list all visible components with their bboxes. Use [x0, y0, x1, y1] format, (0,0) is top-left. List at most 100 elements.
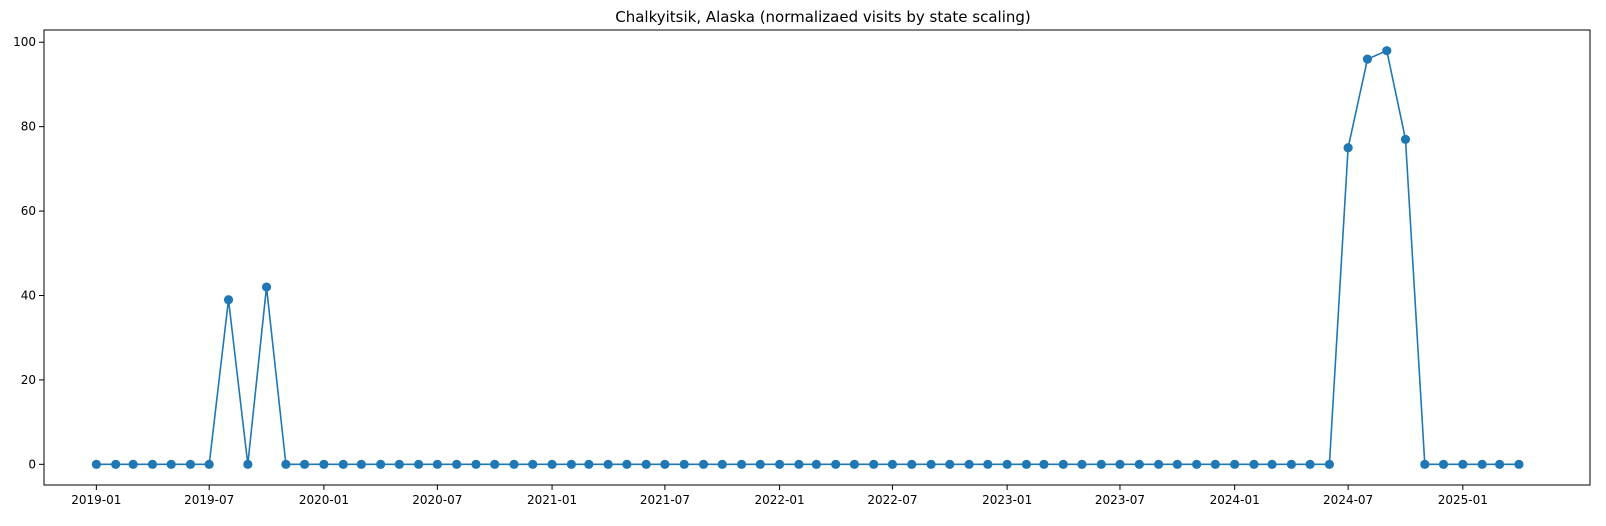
data-point: [1514, 459, 1524, 469]
x-tick-label: 2022-07: [867, 493, 917, 507]
data-point: [1495, 459, 1505, 469]
data-point: [319, 459, 329, 469]
x-tick-label: 2019-01: [71, 493, 121, 507]
data-point: [509, 459, 519, 469]
data-point: [584, 459, 594, 469]
data-point: [432, 459, 442, 469]
y-tick-label: 40: [21, 288, 36, 302]
x-tick-label: 2023-07: [1095, 493, 1145, 507]
data-point: [849, 459, 860, 469]
data-point: [566, 459, 576, 469]
x-tick-label: 2020-01: [299, 493, 349, 507]
y-tick-label: 100: [13, 35, 36, 49]
data-point: [356, 459, 366, 469]
data-point: [641, 459, 651, 469]
data-point: [926, 459, 936, 469]
x-tick-label: 2021-01: [527, 493, 577, 507]
data-point: [299, 459, 310, 469]
data-point: [717, 459, 727, 469]
series-line: [96, 49, 1519, 466]
data-point: [907, 459, 917, 469]
data-point: [1154, 459, 1164, 469]
data-points: [91, 46, 1524, 469]
data-point: [774, 459, 785, 469]
data-point: [622, 459, 632, 469]
data-point: [490, 459, 500, 469]
data-point: [1096, 459, 1106, 469]
data-point: [869, 459, 879, 469]
y-tick-label: 80: [21, 120, 36, 134]
data-point: [261, 282, 272, 292]
y-tick-label: 60: [21, 204, 36, 218]
data-point: [1477, 459, 1487, 469]
data-point: [1002, 459, 1012, 469]
data-point: [1115, 459, 1125, 469]
data-point: [223, 295, 234, 305]
data-point: [1134, 459, 1144, 469]
data-point: [204, 459, 214, 469]
data-point: [983, 459, 993, 469]
data-point: [679, 459, 689, 469]
data-point: [1267, 459, 1277, 469]
data-point: [945, 459, 955, 469]
data-point: [1458, 459, 1468, 469]
data-point: [1420, 459, 1430, 469]
data-point: [755, 459, 765, 469]
data-point: [964, 459, 974, 469]
data-point: [1362, 54, 1373, 64]
data-point: [185, 459, 196, 469]
data-point: [166, 459, 176, 469]
data-point: [471, 459, 481, 469]
x-tick-label: 2023-01: [982, 493, 1032, 507]
data-point: [831, 459, 841, 469]
data-point: [338, 459, 348, 469]
x-tick-label: 2022-01: [755, 493, 805, 507]
data-point: [1286, 459, 1296, 469]
data-point: [452, 459, 462, 469]
data-point: [1343, 143, 1353, 153]
data-point: [660, 459, 670, 469]
x-tick-label: 2019-07: [184, 493, 234, 507]
data-point: [1172, 459, 1182, 469]
data-point: [414, 459, 424, 469]
x-tick-label: 2020-07: [412, 493, 462, 507]
data-point: [1230, 459, 1240, 469]
data-point: [736, 459, 747, 469]
data-point: [698, 459, 709, 469]
data-point: [887, 459, 898, 469]
data-point: [281, 459, 291, 469]
data-point: [111, 459, 121, 469]
data-point: [376, 459, 386, 469]
x-tick-label: 2024-01: [1210, 493, 1260, 507]
data-point: [1305, 459, 1315, 469]
data-point: [603, 459, 613, 469]
data-point: [547, 459, 557, 469]
x-tick-label: 2021-07: [640, 493, 690, 507]
data-point: [794, 459, 804, 469]
data-point: [1210, 459, 1220, 469]
data-point: [1382, 46, 1392, 56]
data-point: [1249, 459, 1259, 469]
data-point: [1021, 459, 1032, 469]
y-axis: 0 20 40 60 80 100: [13, 35, 44, 471]
data-point: [1039, 459, 1049, 469]
data-point: [1400, 134, 1411, 144]
chart-title: Chalkyitsik, Alaska (normalizaed visits …: [615, 8, 1031, 26]
y-tick-label: 20: [21, 373, 36, 387]
data-point: [147, 459, 158, 469]
plot-frame: [43, 29, 1591, 486]
data-point: [394, 459, 404, 469]
data-point: [1058, 459, 1068, 469]
x-tick-label: 2025-01: [1438, 493, 1488, 507]
y-tick-label: 0: [28, 457, 36, 471]
data-point: [1192, 459, 1202, 469]
data-point: [1324, 459, 1335, 469]
data-point: [91, 459, 101, 469]
data-point: [811, 459, 821, 469]
data-point: [243, 459, 253, 469]
x-axis: 2019-01 2019-07 2020-01 2020-07 2021-01 2021-…: [71, 485, 1488, 507]
data-point: [528, 459, 538, 469]
data-point: [1077, 459, 1087, 469]
x-tick-label: 2024-07: [1323, 493, 1373, 507]
data-point: [128, 459, 138, 469]
